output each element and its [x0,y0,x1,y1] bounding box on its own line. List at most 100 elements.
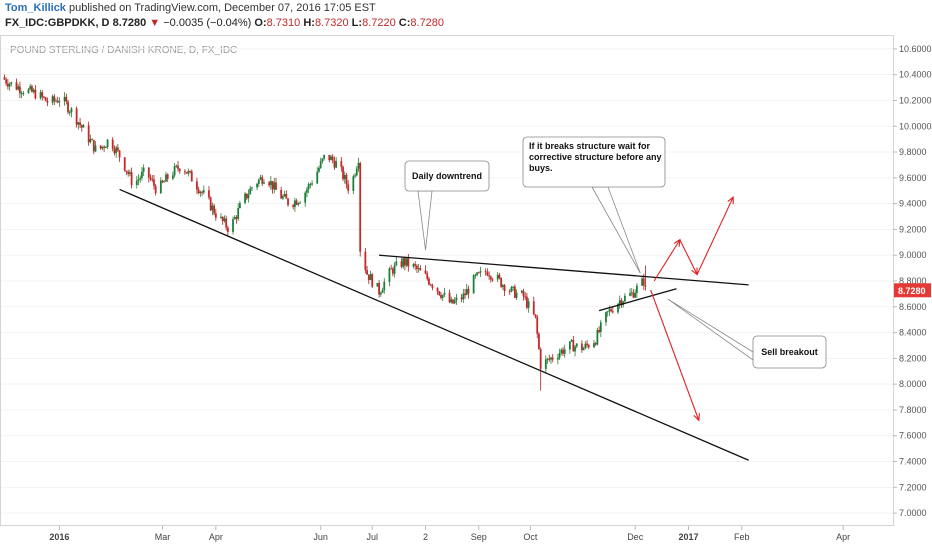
candle-body [355,168,358,176]
candle-body [395,261,398,266]
candle-body [642,278,645,286]
candle-body [391,268,394,274]
candle-body [582,348,585,351]
callout-text: If it breaks structure wait for correctiv… [529,141,662,173]
candle-body [153,179,155,186]
candle-body [544,359,547,369]
candle-body [436,287,439,292]
candle-body [464,293,466,296]
candle-body [634,293,637,298]
candle-body [125,170,128,172]
candle-body [178,168,181,172]
candle-body [534,314,537,317]
candle-body [130,172,133,186]
candle-body [515,292,518,298]
candle-body [161,180,164,183]
candle-body [441,294,444,298]
candle-body [522,290,525,297]
candle-body [546,358,549,360]
y-tick-label: 10.6000 [899,44,932,54]
candle-body [232,219,234,232]
callout-text-line: If it breaks structure wait for [529,141,651,151]
candle-body [331,156,334,161]
candle-body [304,192,307,203]
candle-body [510,286,513,292]
candle-body [550,357,552,360]
candle-body [328,154,331,161]
candle-body [488,275,491,277]
candle-body [587,344,590,348]
candle-body [307,184,310,190]
candle-body [405,258,408,266]
candle-body [354,175,356,177]
red-arrow-line [653,239,681,282]
author-name[interactable]: Tom_Killick [5,2,66,14]
candle-body [610,309,613,312]
candle-body [94,145,97,152]
candle-body [261,177,264,184]
x-tick-label: Sep [471,532,487,542]
candle-body [574,346,576,352]
candle-body [197,189,200,194]
candle-body [330,156,332,161]
candle-body [104,147,107,149]
candle-body [536,316,539,334]
candle-body [321,158,324,162]
candle-body [63,96,66,102]
candle-body [92,139,95,152]
candle-body [644,285,647,287]
candle-body [223,218,226,222]
candle-body [617,303,619,313]
change-value: −0.0035 (−0.04%) [163,17,252,29]
candle-body [359,162,362,252]
candle-body [453,300,456,304]
y-tick-label: 9.4000 [899,199,927,209]
candle-body [345,174,348,185]
trendline [119,188,749,461]
candle-body [295,200,298,205]
candle-body [572,339,575,352]
candle-body [293,200,296,207]
candle-body [287,198,289,206]
candle-body [39,92,42,99]
candle-body [245,193,248,199]
y-tick-label: 9.2000 [899,224,927,234]
candle-body [417,268,420,270]
candle-body [154,185,157,194]
x-tick-label: 2017 [678,532,698,542]
ohlc-line: FX_IDC:GBPDKK, D 8.7280 ▼ −0.0035 (−0.04… [5,17,444,29]
candle-body [527,301,530,308]
candle-body [407,258,410,267]
candle-body [364,251,367,271]
candle-body [10,82,13,84]
candle-body [558,353,561,358]
chart-area[interactable]: POUND STERLING / DANISH KRONE, D, FX_IDC… [0,34,932,550]
candle-body [292,205,295,207]
candle-body [165,174,167,182]
candle-body [400,261,403,267]
candle-body [67,101,69,113]
candle-body [53,96,56,101]
candle-body [249,188,252,195]
candle-body [424,270,427,274]
candle-body [139,177,142,180]
candle-body [479,271,482,273]
y-tick-label: 8.4000 [899,328,927,338]
price-chart[interactable]: POUND STERLING / DANISH KRONE, D, FX_IDC… [0,34,932,550]
candle-body [106,139,109,148]
candle-body [599,322,602,332]
candle-body [58,101,61,103]
candle-body [636,285,638,294]
candle-body [196,181,198,190]
candle-body [80,124,83,128]
candle-body [283,194,286,197]
candle-body [99,145,102,149]
candle-body [41,92,44,97]
candle-body [596,329,599,345]
candle-body [311,183,313,185]
candle-body [367,274,370,281]
callout-text: Daily downtrend [412,171,482,181]
candle-body [244,193,246,204]
candle-body [259,177,262,180]
y-tick-label: 7.6000 [899,431,927,441]
